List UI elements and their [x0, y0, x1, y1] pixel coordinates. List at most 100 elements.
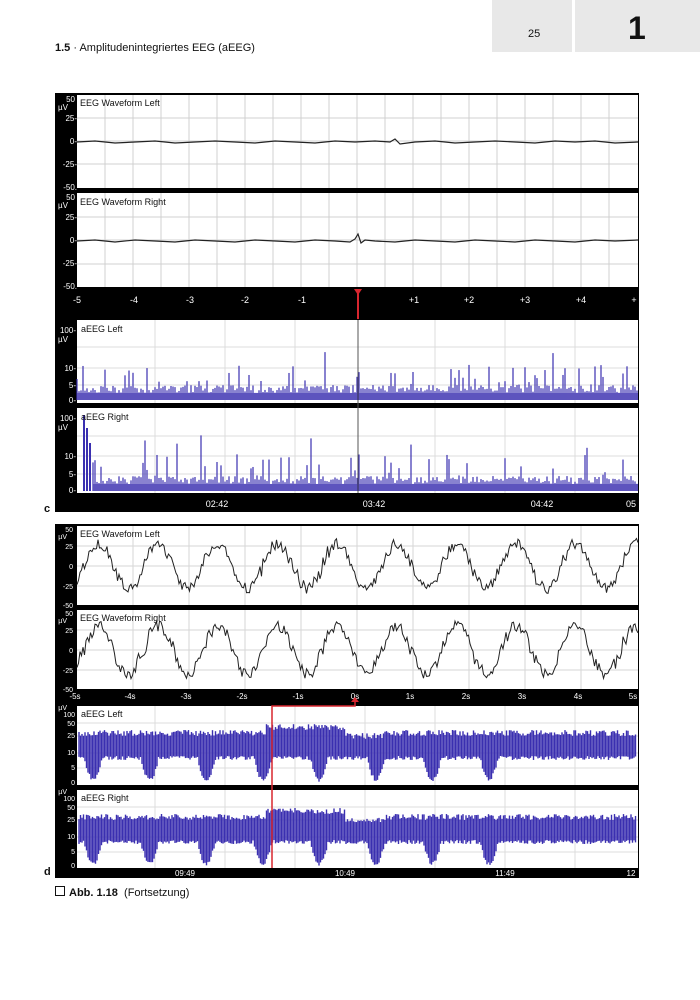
- panel-c-wave-right-tick-0: 0-: [70, 236, 77, 245]
- panel-c-wave-left-tick-25: 25-: [65, 114, 77, 123]
- panel-d-aeeg-left-tick: 100: [63, 712, 75, 719]
- panel-d-aeeg-right-tick: 100: [63, 796, 75, 803]
- panel-c-clock-tick: 02:42: [206, 499, 229, 509]
- panel-c-aeeg-right-label: aEEG Right: [81, 412, 129, 422]
- panel-d-wave-left-tick: 0: [69, 564, 73, 571]
- panel-c-time-tick: -3: [186, 295, 194, 305]
- panel-c-wave-left-unit: µV: [58, 103, 69, 112]
- panel-d-wave-left-tick: 25: [65, 544, 73, 551]
- panel-d-aeeg-right-tick: 10: [67, 834, 75, 841]
- panel-d-time-tick: 1s: [406, 692, 414, 701]
- panel-c-wave-left-tick-m25: -25-: [63, 160, 78, 169]
- panel-c-wave-right-trace: [76, 232, 639, 244]
- panel-c-aeeg-right-spikes: [92, 435, 638, 491]
- panel-c-time-axis: -5 -4 -3 -2 -1 +1 +2 +3 +4 +: [73, 295, 637, 305]
- chapter-tab: [575, 0, 700, 52]
- panel-d-clock-tick: 10:49: [335, 869, 356, 878]
- panel-c-time-tick: +3: [520, 295, 530, 305]
- panel-d-wave-right-tick: 25: [65, 628, 73, 635]
- panel-d-wave-left-grid: [77, 526, 638, 605]
- panel-c-aeeg-right-unit: µV: [58, 423, 69, 432]
- panel-c-aeeg-right-tick-100: 100-: [60, 414, 76, 423]
- panel-d-time-tick: 5s: [629, 692, 637, 701]
- panel-letter-d: d: [44, 866, 51, 878]
- panel-c-aeeg-left-tick-100: 100-: [60, 326, 76, 335]
- panel-c-aeeg-y-axis: 100- µV 10- 5- 0- 100- µV 10- 5- 0-: [58, 326, 76, 495]
- panel-d-event-marker: [271, 702, 356, 868]
- panel-d-wave-left-trace: [76, 537, 639, 595]
- panel-d-wave-left-unit: µV: [58, 534, 67, 541]
- panel-d-clock-axis: 09:49 10:49 11:49 12: [175, 869, 636, 878]
- panel-d-wave-right-grid: [77, 610, 638, 689]
- panel-d-aeeg-right-tick: 25: [67, 817, 75, 824]
- panel-c-aeeg-right-tick-5: 5-: [69, 470, 76, 479]
- panel-d-time-tick: -5s: [69, 692, 80, 701]
- caption-text: (Fortsetzung): [124, 887, 190, 899]
- panel-c-wave-y-axis: 50 µV 25- 0- -25- -50. 50 µV 25- 0- -25-…: [58, 95, 77, 291]
- panel-letter-c: c: [44, 503, 51, 515]
- running-head: 1.5 · Amplitudenintegriertes EEG (aEEG): [55, 42, 255, 54]
- panel-d-clock-tick: 09:49: [175, 869, 196, 878]
- panel-d-wave-right-tick: -50: [63, 687, 73, 694]
- panel-d-aeeg-left-unit: µV: [58, 705, 67, 712]
- panel-c-clock-tick: 04:42: [531, 499, 554, 509]
- panel-c-time-tick: -1: [298, 295, 306, 305]
- panel-d-time-axis: -5s -4s -3s -2s -1s 0s 1s 2s 3s 4s 5s: [69, 692, 637, 701]
- panel-c-clock-tick: 05: [626, 499, 636, 509]
- panel-c-wave-right-tick-m50: -50.: [63, 282, 77, 291]
- panel-d-aeeg-left-band: [78, 724, 637, 782]
- panel-c-wave-right-tick-50: 50: [66, 193, 75, 202]
- panel-d-wave-left-tick: -50: [63, 603, 73, 610]
- panel-c-aeeg-left-tick-10: 10-: [64, 364, 76, 373]
- panel-d-wave-left-tick: 50: [65, 527, 73, 534]
- panel-c-time-tick: -4: [130, 295, 138, 305]
- panel-c-aeeg-right-tick-0: 0-: [69, 486, 76, 495]
- panel-c-wave-right-tick-25: 25-: [65, 213, 77, 222]
- panel-d-time-tick: -3s: [180, 692, 191, 701]
- section-number: 1.5: [55, 42, 71, 54]
- panel-c-wave-right-label: EEG Waveform Right: [80, 197, 166, 207]
- panel-d-aeeg-y-axis: 100 µV 50 25 10 5 0 100 µV 50 25 10 5 0: [58, 705, 75, 870]
- eeg-panel-c: EEG Waveform Left EEG Waveform Right 50 …: [55, 93, 639, 512]
- panel-c-wave-left-trace: [76, 138, 639, 145]
- panel-d-time-tick: 4s: [574, 692, 582, 701]
- panel-c-wave-right-tick-m25: -25-: [63, 259, 78, 268]
- panel-d-aeeg-right-tick: 5: [71, 849, 75, 856]
- panel-c-time-tick: -5: [73, 295, 81, 305]
- panel-d-aeeg-left-tick: 10: [67, 750, 75, 757]
- panel-c-time-tick: +2: [464, 295, 474, 305]
- panel-d-wave-right-tick: -25: [63, 668, 73, 675]
- panel-d-wave-right-trace: [76, 619, 639, 681]
- panel-d-aeeg-left: aEEG Left: [77, 706, 638, 785]
- panel-d-wave-left: EEG Waveform Left: [76, 526, 639, 605]
- panel-c-time-tick: +: [631, 295, 636, 305]
- panel-c-wave-left-tick-m50: -50.: [63, 183, 77, 192]
- panel-d-wave-y-axis: 50 µV 25 0 -25 -50 50 µV 25 0 -25 -50: [58, 527, 73, 694]
- panel-c-aeeg-left-tick-0: 0-: [69, 396, 76, 405]
- panel-c-wave-right-grid: [77, 193, 638, 287]
- panel-c-time-tick: +4: [576, 295, 586, 305]
- panel-d-time-tick: 3s: [518, 692, 526, 701]
- caption-square-icon: [55, 886, 65, 896]
- panel-d-time-tick: 0s: [351, 692, 359, 701]
- section-title: · Amplitudenintegriertes EEG (aEEG): [73, 42, 255, 54]
- panel-d-aeeg-left-label: aEEG Left: [81, 709, 123, 719]
- panel-c-aeeg-left-tick-5: 5-: [69, 381, 76, 390]
- figure-caption: Abb. 1.18 (Fortsetzung): [55, 886, 189, 899]
- page-number: 25: [528, 28, 541, 40]
- panel-d-time-tick: -1s: [292, 692, 303, 701]
- panel-d-time-tick: -4s: [124, 692, 135, 701]
- panel-d-aeeg-right-band: [78, 808, 637, 866]
- panel-d-aeeg-left-tick: 50: [67, 721, 75, 728]
- panel-c-aeeg-left-unit: µV: [58, 335, 69, 344]
- panel-c-wave-left: EEG Waveform Left: [76, 95, 639, 188]
- eeg-panel-d: EEG Waveform Left EEG Waveform Right 50 …: [55, 524, 639, 878]
- panel-c-aeeg-left-label: aEEG Left: [81, 324, 123, 334]
- panel-d-time-tick: 2s: [462, 692, 470, 701]
- panel-d-aeeg-left-tick: 25: [67, 733, 75, 740]
- panel-c-time-tick: +1: [409, 295, 419, 305]
- panel-c-clock-axis: 02:42 03:42 04:42 05: [206, 499, 636, 509]
- panel-d-wave-left-label: EEG Waveform Left: [80, 529, 160, 539]
- panel-c-wave-left-tick-0: 0-: [70, 137, 77, 146]
- panel-c-wave-left-tick-50: 50: [66, 95, 75, 104]
